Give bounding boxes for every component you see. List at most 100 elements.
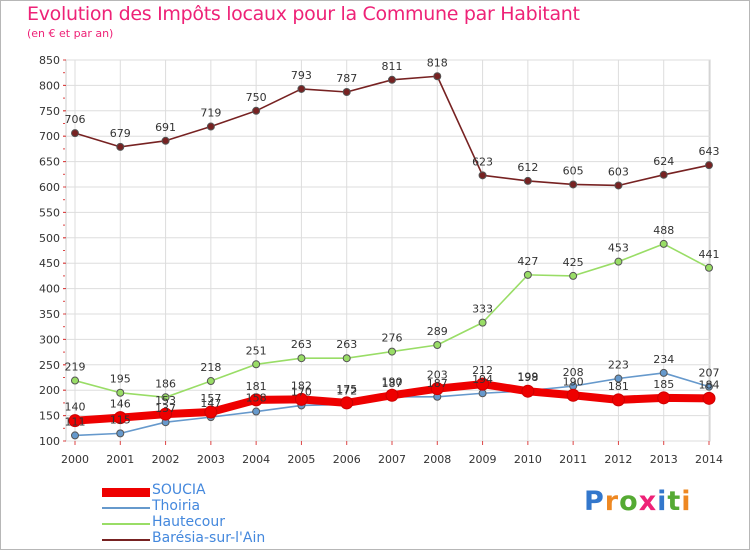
data-point — [249, 393, 263, 407]
data-point — [614, 181, 623, 190]
data-label: 137 — [155, 402, 176, 415]
y-tick-label: 600 — [39, 181, 60, 194]
data-point — [657, 391, 671, 405]
data-point — [388, 347, 396, 356]
data-label: 333 — [472, 303, 493, 316]
data-label: 147 — [200, 397, 221, 410]
y-tick-label: 200 — [39, 384, 60, 397]
data-point — [340, 396, 354, 410]
legend-swatch — [102, 539, 150, 541]
data-label: 263 — [291, 338, 312, 351]
logo-letter: r — [604, 486, 620, 517]
legend-label: SOUCIA — [152, 482, 206, 498]
data-label: 603 — [608, 165, 629, 178]
data-point — [614, 374, 623, 383]
data-point — [523, 270, 532, 279]
data-label: 186 — [155, 377, 176, 390]
data-label: 691 — [155, 121, 176, 134]
data-label: 263 — [336, 338, 357, 351]
legend-label: Hautecour — [152, 514, 225, 530]
data-point — [705, 382, 713, 391]
data-label: 187 — [382, 377, 403, 390]
data-label: 115 — [110, 413, 131, 426]
data-label: 425 — [563, 256, 584, 269]
data-label: 199 — [517, 371, 538, 384]
data-label: 184 — [699, 378, 720, 391]
data-label: 208 — [563, 366, 584, 379]
data-point — [71, 129, 79, 138]
data-label: 623 — [472, 155, 493, 168]
data-label: 218 — [200, 361, 221, 374]
legend-swatch — [102, 488, 150, 497]
x-tick-label: 2002 — [152, 453, 180, 466]
logo-letter: o — [619, 486, 639, 517]
data-label: 172 — [336, 384, 357, 397]
data-label: 181 — [246, 380, 267, 393]
data-label: 111 — [65, 415, 86, 428]
data-point — [161, 136, 170, 145]
y-tick-label: 750 — [39, 105, 60, 118]
x-tick-label: 2004 — [242, 453, 270, 466]
data-label: 219 — [65, 361, 86, 374]
data-point — [206, 122, 215, 131]
data-point — [71, 376, 79, 385]
data-point — [659, 239, 668, 248]
x-tick-label: 2008 — [423, 453, 451, 466]
x-tick-label: 2006 — [333, 453, 361, 466]
data-point — [433, 340, 442, 349]
data-point — [569, 180, 578, 189]
data-label: 187 — [427, 377, 448, 390]
x-tick-label: 2012 — [604, 453, 632, 466]
legend-swatch — [102, 507, 150, 509]
data-label: 488 — [653, 224, 674, 237]
data-point — [113, 411, 127, 425]
series-soucia — [68, 377, 716, 428]
data-point — [705, 161, 713, 170]
data-point — [206, 377, 215, 386]
data-point — [705, 263, 713, 272]
data-point — [297, 84, 306, 93]
y-tick-label: 650 — [39, 156, 60, 169]
y-tick-label: 150 — [39, 410, 60, 423]
data-label: 190 — [563, 375, 584, 388]
data-point — [252, 106, 261, 115]
y-tick-label: 350 — [39, 308, 60, 321]
logo-letter: i — [657, 486, 668, 517]
data-label: 441 — [699, 248, 720, 261]
legend-swatch — [102, 523, 150, 525]
data-label: 181 — [608, 380, 629, 393]
data-point — [204, 405, 218, 419]
data-point — [294, 392, 308, 406]
data-point — [476, 377, 490, 391]
data-point — [388, 75, 396, 84]
x-tick-label: 2007 — [378, 453, 406, 466]
data-label: 195 — [110, 373, 131, 386]
data-label: 158 — [246, 392, 267, 405]
data-label: 289 — [427, 325, 448, 338]
y-tick-label: 800 — [39, 79, 60, 92]
data-label: 207 — [699, 367, 720, 380]
data-point — [521, 384, 535, 398]
x-tick-label: 2011 — [559, 453, 587, 466]
series-hautecour — [71, 239, 713, 402]
x-tick-label: 2005 — [287, 453, 315, 466]
data-point — [161, 393, 170, 402]
data-point — [116, 429, 125, 438]
data-point — [252, 407, 261, 416]
y-tick-label: 100 — [39, 435, 60, 448]
x-tick-label: 2003 — [197, 453, 225, 466]
x-tick-label: 2013 — [650, 453, 678, 466]
x-tick-label: 2001 — [106, 453, 134, 466]
y-tick-label: 400 — [39, 283, 60, 296]
data-point — [116, 142, 125, 151]
data-label: 175 — [336, 383, 357, 396]
logo-letter: i — [681, 486, 692, 517]
data-label: 427 — [517, 255, 538, 268]
data-label: 750 — [246, 91, 267, 104]
data-point — [159, 407, 173, 421]
data-label: 140 — [65, 401, 86, 414]
data-point — [659, 368, 668, 377]
data-label: 170 — [291, 385, 312, 398]
y-tick-label: 500 — [39, 232, 60, 245]
